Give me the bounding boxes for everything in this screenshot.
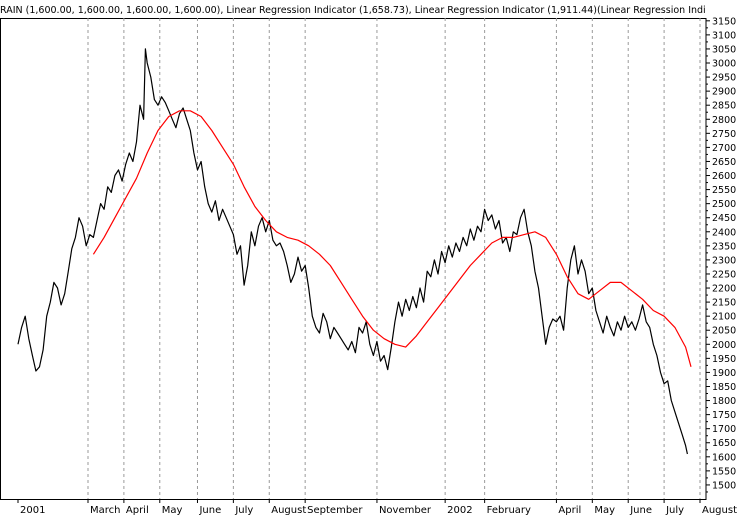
x-tick-label: August <box>702 505 737 516</box>
y-tick-label: 1500 <box>712 480 736 491</box>
y-tick-label: 2400 <box>712 227 736 238</box>
y-tick-label: 2700 <box>712 143 736 154</box>
y-tick-label: 3150 <box>712 16 736 27</box>
x-tick-label: July <box>234 505 253 516</box>
y-tick-label: 3050 <box>712 44 736 55</box>
y-tick-label: 1600 <box>712 452 736 463</box>
x-tick-label: 2002 <box>447 505 472 516</box>
y-tick-label: 2750 <box>712 129 736 140</box>
y-tick-label: 2250 <box>712 269 736 280</box>
x-tick-label: February <box>487 505 531 516</box>
regression-series-line <box>92 110 692 367</box>
y-tick-label: 2850 <box>712 101 736 112</box>
x-tick-label: May <box>594 505 615 516</box>
x-tick-label: September <box>307 505 363 516</box>
x-tick-label: March <box>90 505 120 516</box>
y-tick-label: 2350 <box>712 241 736 252</box>
y-tick-label: 1850 <box>712 382 736 393</box>
y-tick-label: 2600 <box>712 171 736 182</box>
y-tick-label: 1800 <box>712 396 736 407</box>
x-tick-label: June <box>629 505 652 516</box>
x-tick-label: November <box>379 505 432 516</box>
y-tick-label: 2800 <box>712 115 736 126</box>
x-tick-label: May <box>162 505 183 516</box>
y-tick-label: 1550 <box>712 466 736 477</box>
y-tick-label: 2100 <box>712 312 736 323</box>
chart-header: RAIN (1,600.00, 1,600.00, 1,600.00, 1,60… <box>0 5 706 16</box>
y-tick-label: 3100 <box>712 30 736 41</box>
y-tick-label: 1950 <box>712 354 736 365</box>
y-tick-label: 2550 <box>712 185 736 196</box>
y-tick-label: 2200 <box>712 284 736 295</box>
y-tick-label: 3000 <box>712 59 736 70</box>
y-tick-label: 2050 <box>712 326 736 337</box>
price-series-line <box>17 48 688 455</box>
y-tick-label: 2000 <box>712 340 736 351</box>
plot-frame <box>0 18 707 500</box>
x-tick-label: April <box>558 505 581 516</box>
y-tick-label: 2500 <box>712 199 736 210</box>
y-tick-label: 2300 <box>712 255 736 266</box>
x-tick-label: April <box>126 505 149 516</box>
y-tick-label: 2150 <box>712 298 736 309</box>
y-tick-label: 1750 <box>712 410 736 421</box>
y-tick-label: 2450 <box>712 213 736 224</box>
x-tick-label: 2001 <box>20 505 45 516</box>
y-tick-label: 1700 <box>712 424 736 435</box>
y-tick-label: 1900 <box>712 368 736 379</box>
x-tick-label: August <box>271 505 306 516</box>
y-tick-label: 1650 <box>712 438 736 449</box>
y-tick-label: 2650 <box>712 157 736 168</box>
x-tick-label: July <box>665 505 684 516</box>
y-tick-label: 2900 <box>712 87 736 98</box>
y-tick-label: 2950 <box>712 73 736 84</box>
x-tick-label: June <box>198 505 221 516</box>
